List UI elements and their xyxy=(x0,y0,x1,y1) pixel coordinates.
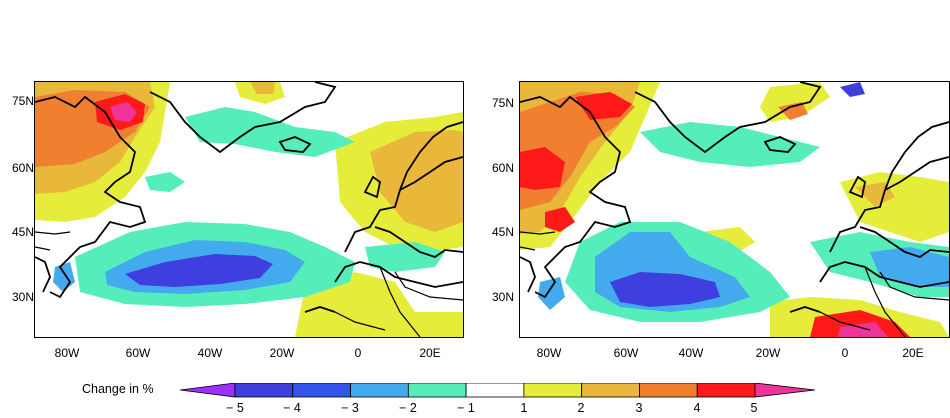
lat-label-right-45n: 45N xyxy=(491,225,514,239)
map-svg-right xyxy=(520,82,949,337)
anomaly-region-right-warm-sahara-peak xyxy=(838,322,888,337)
colorbar-swatch xyxy=(523,383,583,398)
lon-label-left-80w: 80W xyxy=(54,346,80,360)
colorbar-swatch xyxy=(292,383,351,398)
colorbar-swatch xyxy=(407,383,467,398)
anomaly-region-right-warm-east xyxy=(760,82,830,122)
anomaly-region-left-cool-blob xyxy=(145,172,185,192)
lon-label-left-40w: 40W xyxy=(197,346,223,360)
anomaly-region-right-cool-subtropics-strong xyxy=(610,272,720,307)
colorbar-label-3: 3 xyxy=(635,401,643,415)
map-plot-left xyxy=(34,81,464,338)
lat-label-left-60n: 60N xyxy=(11,161,34,175)
anomaly-region-right-warm-europe xyxy=(840,172,949,242)
colorbar-swatch xyxy=(465,383,525,398)
lon-label-right-80w: 80W xyxy=(536,346,562,360)
colorbar-label-minus2: − 2 xyxy=(399,401,417,415)
anomaly-region-right-cool-mid xyxy=(640,122,820,167)
anomaly-region-right-cool-med-mod xyxy=(870,247,949,287)
colorbar-triangle-high xyxy=(754,383,816,398)
anomaly-region-right-warm-sahara-strong xyxy=(810,310,910,337)
anomaly-region-left-cool-greenland xyxy=(185,107,355,157)
colorbar-label-2: 2 xyxy=(577,401,585,415)
colorbar-label-minus4: − 4 xyxy=(283,401,301,415)
anomaly-region-left-cool-subtropics-strong xyxy=(125,254,273,287)
anomaly-region-right-cool-bay xyxy=(840,82,865,97)
anomaly-region-left-cool-med xyxy=(365,242,445,272)
colorbar-label-4: 4 xyxy=(693,401,701,415)
anomaly-region-right-cool-florida xyxy=(538,277,565,310)
lon-label-right-0: 0 xyxy=(841,346,849,360)
anomaly-region-right-warm-east-mod xyxy=(778,102,808,120)
lat-label-right-60n: 60N xyxy=(491,161,514,175)
coastlines-right xyxy=(520,82,949,313)
lat-label-left-75n: 75N xyxy=(11,94,34,108)
lon-label-right-20e: 20E xyxy=(902,346,924,360)
colorbar-swatch xyxy=(639,383,698,398)
anomaly-region-left-cool-florida xyxy=(53,262,75,292)
lon-label-right-60w: 60W xyxy=(613,346,639,360)
lon-label-left-0: 0 xyxy=(354,346,362,360)
colorbar-label-minus3: − 3 xyxy=(341,401,359,415)
colorbar-swatch xyxy=(696,383,756,398)
lon-label-left-60w: 60W xyxy=(125,346,151,360)
anomaly-region-right-warm-core xyxy=(575,92,632,120)
lon-label-left-20w: 20W xyxy=(269,346,295,360)
anomaly-region-right-warm-core2 xyxy=(520,147,565,190)
colorbar-swatch xyxy=(350,383,409,398)
colorbar-triangle-low xyxy=(179,383,236,398)
map-plot-right xyxy=(519,81,950,338)
lat-label-left-45n: 45N xyxy=(11,225,34,239)
colorbar-swatch xyxy=(234,383,294,398)
colorbar-label-1: 1 xyxy=(520,401,528,415)
lon-label-left-20e: 20E xyxy=(419,346,441,360)
map-svg-left xyxy=(35,82,463,337)
anomaly-region-left-warm-peak xyxy=(110,102,137,122)
lon-label-right-20w: 20W xyxy=(755,346,781,360)
lat-label-right-75n: 75N xyxy=(491,96,514,110)
anomaly-region-right-warm-newfoundland xyxy=(545,207,575,232)
colorbar-label-5: 5 xyxy=(750,401,758,415)
lat-label-left-30n: 30N xyxy=(11,290,34,304)
lon-label-right-40w: 40W xyxy=(678,346,704,360)
anomaly-region-left-warm-sahara xyxy=(295,272,463,337)
colorbar-svg xyxy=(179,383,816,398)
lat-label-right-30n: 30N xyxy=(491,290,514,304)
colorbar-label-minus5: − 5 xyxy=(226,401,244,415)
colorbar-label-minus1: − 1 xyxy=(457,401,475,415)
borders-right xyxy=(520,231,949,337)
colorbar-title: Change in % xyxy=(82,382,154,396)
anomaly-region-left-warm-east-mod xyxy=(250,82,275,94)
borders-left xyxy=(35,231,463,337)
colorbar-swatch xyxy=(581,383,640,398)
coastlines-left xyxy=(35,82,463,313)
